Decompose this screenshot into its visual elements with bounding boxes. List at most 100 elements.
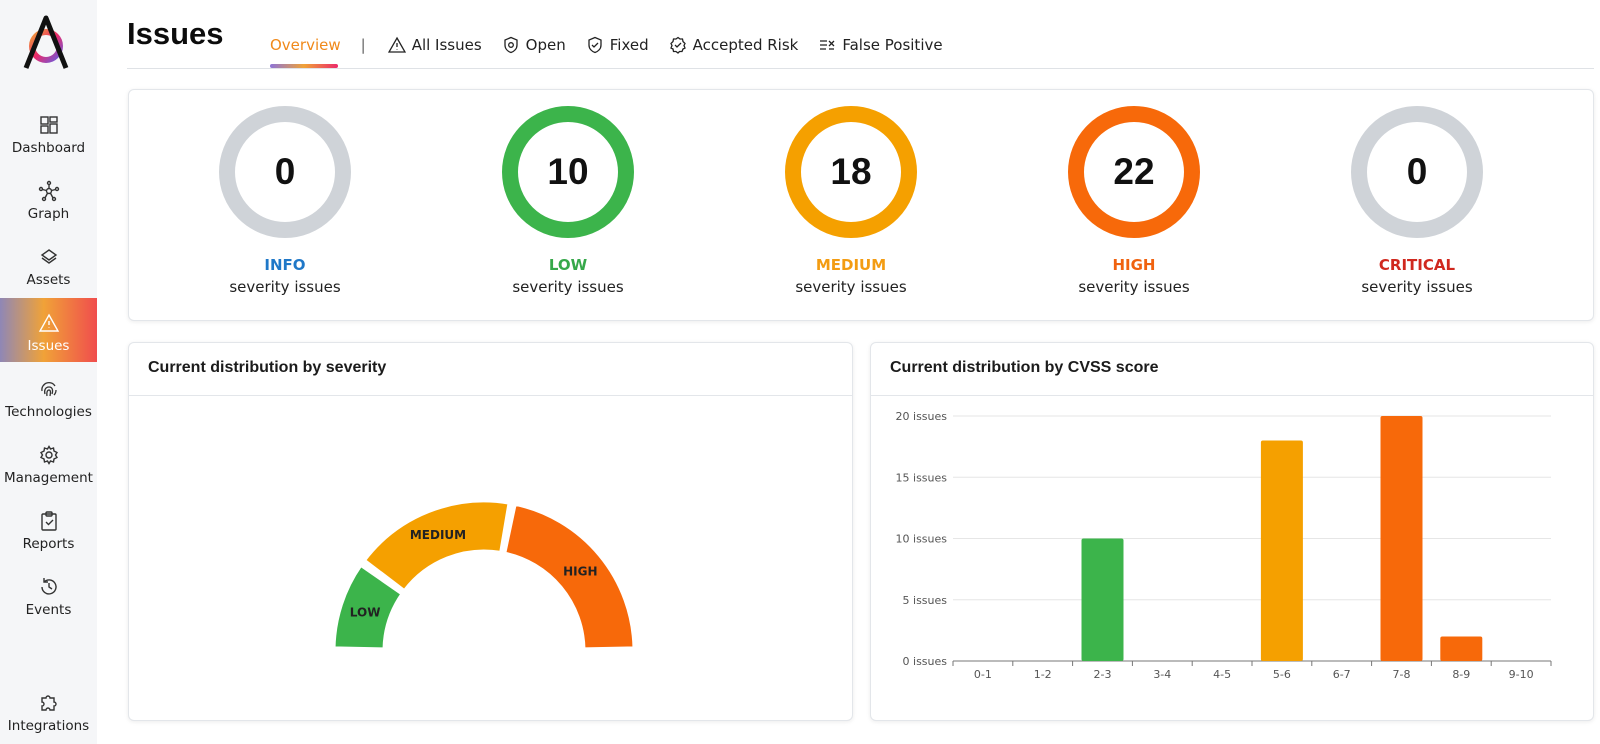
tab-false-positive[interactable]: False Positive [818,36,943,54]
warning-icon [387,36,406,53]
tab-separator: | [360,36,366,54]
tab-label: Overview [270,36,341,54]
x-tick-label: 0-1 [974,668,992,681]
x-tick-label: 5-6 [1273,668,1291,681]
cvss-bar-chart: 0 issues 5 issues 10 issues 15 issues 20 iss… [896,410,1552,681]
sidebar-item-label: Integrations [7,718,90,734]
bar-5-6[interactable] [1260,440,1303,662]
severity-ring: 0 [1351,106,1483,238]
sidebar-item-integrations[interactable]: Integrations [0,678,97,742]
tab-label: False Positive [842,36,943,54]
sidebar-item-label: Management [4,470,93,486]
cvss-distribution-panel: Current distribution by CVSS score 0 iss… [870,342,1594,721]
y-tick-label: 0 issues [903,655,948,668]
bar-7-8[interactable] [1380,416,1423,661]
severity-name: CRITICAL [1378,256,1456,274]
severity-name: HIGH [1112,256,1156,274]
severity-distribution-panel: Current distribution by severity LOW MEDI… [128,342,853,721]
severity-summary-card: 0 INFO severity issues 10 LOW severity i… [128,89,1594,321]
sidebar-item-label: Issues [27,338,70,354]
severity-name: INFO [264,256,306,274]
severity-name: MEDIUM [815,256,887,274]
x-tick-label: 4-5 [1213,668,1231,681]
panel-divider [129,395,852,396]
sidebar-item-management[interactable]: Management [0,430,97,494]
sidebar-item-issues[interactable]: Issues [0,298,97,362]
page-title: Issues [127,16,224,51]
severity-ring: 22 [1068,106,1200,238]
bar-8-9[interactable] [1440,636,1483,662]
tab-label: Accepted Risk [692,36,799,54]
gear-icon [39,445,58,465]
tab-fixed[interactable]: Fixed [586,36,649,54]
severity-low[interactable]: 10 LOW severity issues [468,106,668,296]
sidebar-item-label: Technologies [5,404,92,420]
severity-name: LOW [548,256,588,274]
puzzle-icon [40,695,57,711]
header-divider [127,68,1594,69]
y-tick-label: 20 issues [896,410,948,423]
sidebar-item-label: Events [25,602,72,618]
severity-subtitle: severity issues [229,278,341,296]
active-tab-indicator [270,64,338,68]
severity-medium[interactable]: 18 MEDIUM severity issues [751,106,951,296]
tab-open[interactable]: Open [502,36,566,54]
sidebar-item-label: Graph [27,206,70,222]
severity-ring: 18 [785,106,917,238]
severity-subtitle: severity issues [1361,278,1473,296]
tab-accepted-risk[interactable]: Accepted Risk [669,36,799,54]
tab-overview[interactable]: Overview [270,36,341,54]
x-tick-label: 3-4 [1153,668,1171,681]
severity-info[interactable]: 0 INFO severity issues [185,106,385,296]
gauge-segment-low[interactable] [332,563,404,651]
x-tick-label: 1-2 [1034,668,1052,681]
history-icon [40,578,57,595]
x-tick-label: 9-10 [1509,668,1534,681]
y-tick-label: 10 issues [896,533,948,546]
severity-high[interactable]: 22 HIGH severity issues [1034,106,1234,296]
app-logo[interactable] [20,12,76,72]
x-tick-label: 6-7 [1333,668,1351,681]
severity-ring: 0 [219,106,351,238]
shield-open-icon [504,36,518,54]
tab-label: All Issues [411,36,482,54]
sidebar-item-events[interactable]: Events [0,562,97,626]
list-x-icon [820,40,835,50]
severity-subtitle: severity issues [512,278,624,296]
tab-label: Fixed [609,36,649,54]
sidebar-item-technologies[interactable]: Technologies [0,364,97,428]
clipboard-check-icon [40,511,57,531]
gauge-segment-high[interactable] [503,502,636,651]
gauge-segment-medium[interactable] [363,499,511,593]
sidebar-item-assets[interactable]: Assets [0,232,97,296]
gauge-label: MEDIUM [410,528,466,542]
sidebar-item-reports[interactable]: Reports [0,496,97,560]
tab-label: Open [525,36,566,54]
panel-title: Current distribution by CVSS score [890,359,1159,376]
sidebar-item-label: Assets [26,272,71,288]
severity-critical[interactable]: 0 CRITICAL severity issues [1317,106,1517,296]
fingerprint-icon [40,382,57,397]
badge-check-icon [669,36,686,54]
gauge-label: HIGH [563,564,597,578]
sidebar-item-dashboard[interactable]: Dashboard [0,100,97,164]
severity-gauge-chart: LOW MEDIUM HIGH [332,499,636,651]
x-tick-label: 7-8 [1393,668,1411,681]
sidebar-item-label: Dashboard [11,140,86,156]
sidebar-item-label: Reports [22,536,75,552]
shield-check-icon [588,36,602,54]
panel-divider [871,395,1593,396]
sidebar: Dashboard Graph Assets Issues Technologi… [0,0,97,744]
severity-subtitle: severity issues [1078,278,1190,296]
severity-subtitle: severity issues [795,278,907,296]
gauge-label: LOW [350,605,381,619]
tab-bar: Overview | All Issues Open Fixed Accepte… [270,30,963,60]
warning-icon [38,313,59,332]
bar-2-3[interactable] [1081,538,1124,662]
x-tick-label: 8-9 [1452,668,1470,681]
y-tick-label: 15 issues [896,471,948,484]
panel-title: Current distribution by severity [148,359,387,376]
tab-all-issues[interactable]: All Issues [387,36,482,54]
sidebar-item-graph[interactable]: Graph [0,166,97,230]
graph-icon [38,180,59,202]
